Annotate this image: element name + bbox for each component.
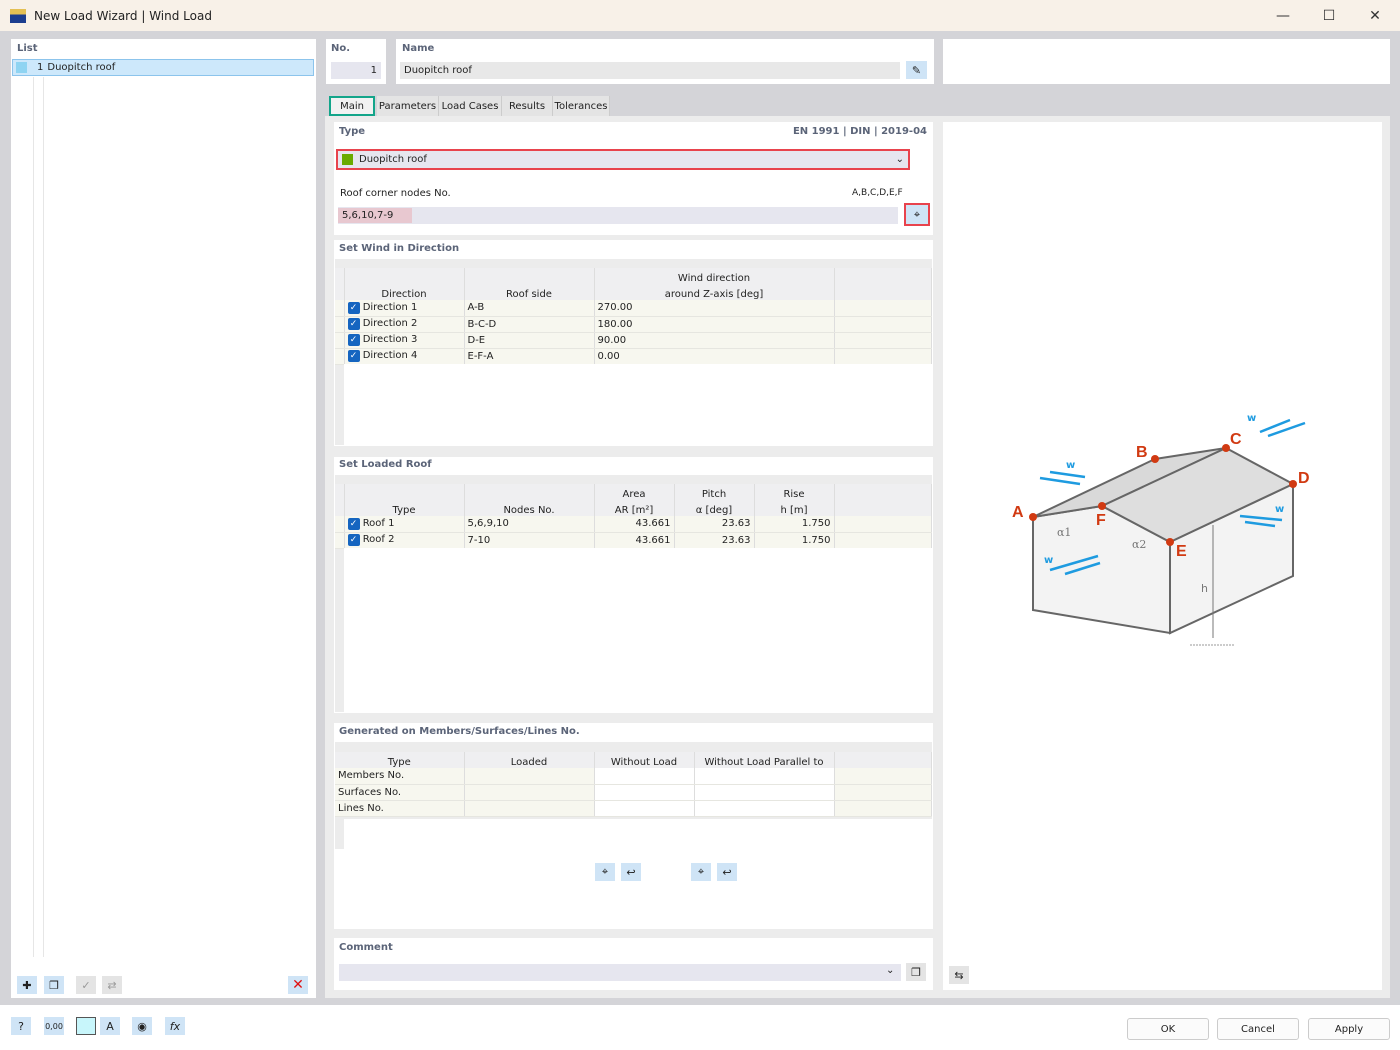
formula-icon[interactable]: fx [165,1017,185,1035]
apply-button[interactable]: Apply [1308,1018,1390,1040]
chevron-down-icon: ⌄ [895,154,904,165]
table-row[interactable]: ✓ Direction 1 A-B 270.00 [335,300,932,317]
comment-label: Comment [339,942,393,953]
color-icon[interactable] [76,1017,96,1035]
list-label: List [17,43,38,54]
table-row[interactable]: Surfaces No. [335,784,932,801]
table-row[interactable]: Members No. [335,768,932,785]
title-bar: New Load Wizard | Wind Load — ☐ ✕ [0,0,1400,31]
generated-title: Generated on Members/Surfaces/Lines No. [339,726,580,737]
preview-panel: ⇆ [943,122,1382,990]
nodes-field[interactable]: 5,6,10,7-9 [338,207,898,224]
roof-title: Set Loaded Roof [339,459,432,470]
wind-table: Direction Roof side Wind direction around … [335,268,932,365]
table-row[interactable]: ✓ Direction 3 D-E 90.00 [335,332,932,349]
list-panel: List 1 Duopitch roof ✚ ❐ ✓ ⇄ ✕ [11,39,316,998]
roof-table: Type Nodes No. Area Pitch Rise AR [m²] α [deg… [335,484,932,549]
type-dropdown[interactable]: Duopitch roof ⌄ [336,149,910,170]
checkbox[interactable]: ✓ [347,301,360,314]
tab-results[interactable]: Results [502,96,553,116]
comment-field[interactable] [339,964,901,981]
new-item-icon[interactable]: ✚ [17,976,37,994]
close-button[interactable]: ✕ [1369,7,1381,24]
name-box: Name Duopitch roof ✎ [396,39,934,84]
nodes-value: 5,6,10,7-9 [338,208,412,223]
window-title: New Load Wizard | Wind Load [34,8,212,23]
table-row[interactable]: ✓ Direction 2 B-C-D 180.00 [335,316,932,333]
pick-members-icon[interactable]: ⌖ [595,863,615,881]
edit-name-icon[interactable]: ✎ [906,61,927,79]
units-icon[interactable]: 0,00 [44,1017,64,1035]
copy-item-icon[interactable]: ❐ [44,976,64,994]
col-roof-side: Roof side [464,268,595,300]
minimize-button[interactable]: — [1276,7,1290,24]
no-box: No. 1 [326,39,386,84]
undo-icon[interactable]: ↩ [621,863,641,881]
type-selected: Duopitch roof [359,154,427,165]
display-options-icon[interactable]: A [100,1017,120,1035]
tab-main[interactable]: Main [329,96,375,116]
maximize-button[interactable]: ☐ [1322,7,1336,24]
tab-tolerances[interactable]: Tolerances [553,96,610,116]
checkbox[interactable]: ✓ [347,350,360,362]
preview-options-icon[interactable]: ⇆ [949,966,969,984]
nodes-hint: A,B,C,D,E,F [852,188,903,198]
wind-title: Set Wind in Direction [339,243,460,254]
comment-library-icon[interactable]: ❐ [906,963,926,981]
type-label: Type [339,126,366,137]
col-direction: Direction [344,268,465,300]
toggle-check-icon[interactable]: ⇄ [102,976,122,994]
no-field[interactable]: 1 [331,62,381,79]
roof-section: Set Loaded Roof Type Nodes No. Area Pitch Ri… [334,457,933,713]
generated-section: Generated on Members/Surfaces/Lines No. … [334,723,933,929]
tab-load-cases[interactable]: Load Cases [439,96,502,116]
ok-button[interactable]: OK [1127,1018,1209,1040]
col-wind-direction-unit: around Z-axis [deg] [594,284,835,300]
pick-surfaces-icon[interactable]: ⌖ [691,863,711,881]
check-all-icon[interactable]: ✓ [76,976,96,994]
tab-parameters[interactable]: Parameters [377,96,439,116]
checkbox[interactable]: ✓ [347,334,360,346]
delete-icon[interactable]: ✕ [288,976,308,994]
table-row[interactable]: ✓ Direction 4 E-F-A 0.00 [335,348,932,365]
cancel-button[interactable]: Cancel [1217,1018,1299,1040]
wind-section: Set Wind in Direction Direction Roof side… [334,240,933,446]
type-color [342,154,353,165]
nodes-label: Roof corner nodes No. [340,188,451,199]
table-row[interactable]: Lines No. [335,800,932,817]
name-field[interactable]: Duopitch roof [400,62,900,79]
name-label: Name [402,43,435,54]
generated-table: Type Loaded Without Load Without Load Paral… [335,752,932,817]
standard-label: EN 1991 | DIN | 2019-04 [792,126,927,137]
no-label: No. [331,43,351,54]
checkbox[interactable]: ✓ [347,517,360,530]
checkbox[interactable]: ✓ [347,318,360,330]
pick-nodes-icon[interactable]: ⌖ [904,203,930,226]
comment-section: Comment ⌄ ❐ [334,938,933,990]
undo-icon[interactable]: ↩ [717,863,737,881]
app-icon [10,8,26,23]
type-section: Type EN 1991 | DIN | 2019-04 Duopitch ro… [334,122,933,235]
chevron-down-icon: ⌄ [886,965,895,976]
list-item[interactable]: 1 Duopitch roof [12,59,314,76]
help-icon[interactable]: ? [11,1017,31,1035]
list-item-color [16,62,27,73]
list-item-no: 1 [37,62,44,73]
table-row[interactable]: ✓ Roof 1 5,6,9,10 43.661 23.63 1.750 [335,516,932,533]
col-wind-direction: Wind direction [594,268,835,284]
view-icon[interactable]: ◉ [132,1017,152,1035]
checkbox[interactable]: ✓ [347,534,360,546]
table-row[interactable]: ✓ Roof 2 7-10 43.661 23.63 1.750 [335,532,932,549]
info-box [943,39,1390,84]
list-item-name: Duopitch roof [47,62,116,73]
